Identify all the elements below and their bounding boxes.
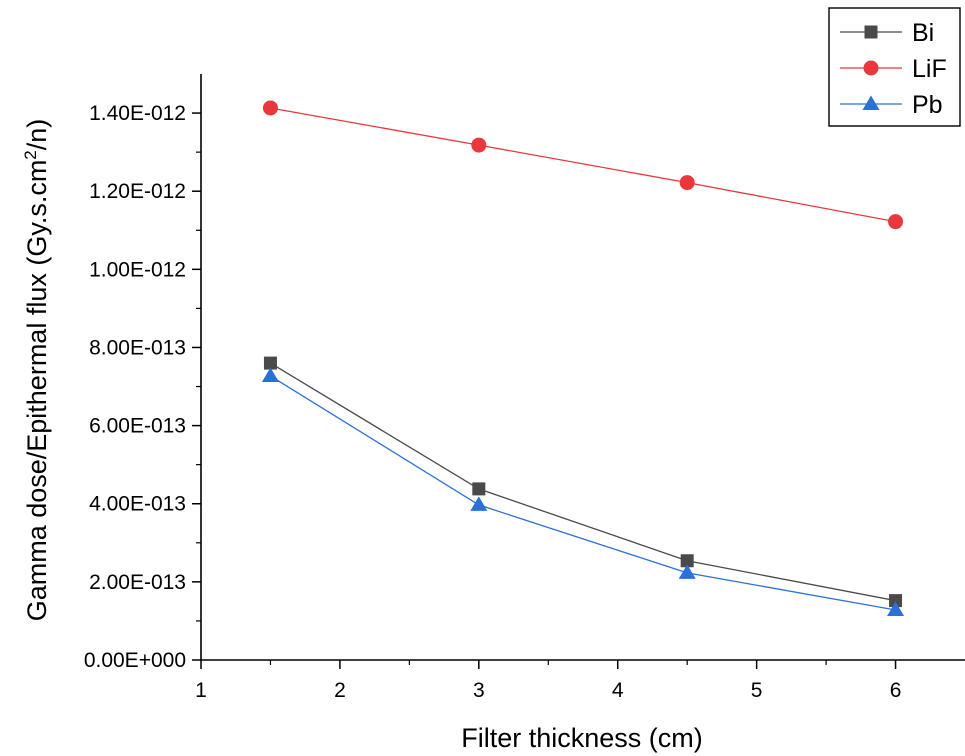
data-point-pb — [470, 496, 488, 511]
legend-label-bi: Bi — [912, 19, 934, 47]
data-point-bi — [472, 482, 486, 496]
data-point-pb — [678, 564, 696, 579]
y-axis-title-tail: /n) — [22, 119, 52, 151]
series-line-pb — [270, 375, 896, 611]
y-tick-label: 6.00E-013 — [89, 415, 186, 438]
legend-marker-pb — [862, 95, 880, 110]
x-tick-label: 2 — [334, 679, 346, 702]
x-axis-title: Filter thickness (cm) — [461, 723, 703, 753]
x-tick-label: 5 — [751, 679, 763, 702]
legend-label-pb: Pb — [912, 91, 943, 119]
legend-marker-lif — [863, 60, 879, 76]
series-line-lif — [270, 107, 896, 223]
data-point-lif — [262, 100, 278, 116]
y-tick-label: 1.00E-012 — [89, 258, 186, 281]
y-tick-label: 1.40E-012 — [89, 102, 186, 125]
series-bi — [263, 356, 903, 608]
series-line-bi — [270, 362, 896, 602]
x-tick-label: 3 — [473, 679, 485, 702]
y-axis-title: Gamma dose/Epithermal flux (Gy.s.cm2/n) — [21, 119, 52, 622]
legend-marker-bi — [864, 25, 878, 39]
series-layer — [261, 100, 905, 616]
y-tick-label: 2.00E-013 — [89, 571, 186, 594]
legend-label-lif: LiF — [912, 55, 947, 83]
data-point-bi — [889, 594, 903, 608]
legend-box — [828, 7, 961, 127]
series-lif — [262, 100, 904, 230]
data-point-pb — [887, 601, 905, 616]
x-tick-label: 1 — [195, 679, 207, 702]
x-tick-label: 6 — [890, 679, 902, 702]
x-tick-label: 4 — [612, 679, 624, 702]
data-point-bi — [680, 554, 694, 568]
data-point-lif — [888, 214, 904, 230]
y-tick-label: 1.20E-012 — [89, 180, 186, 203]
data-point-lif — [471, 137, 487, 153]
y-tick-label: 4.00E-013 — [89, 493, 186, 516]
y-tick-label: 8.00E-013 — [89, 336, 186, 359]
legend: Bi LiF Pb — [828, 7, 961, 127]
y-axis-title-sup: 2 — [21, 150, 40, 159]
y-tick-label: 0.00E+000 — [84, 649, 186, 672]
series-pb — [261, 367, 905, 616]
axes: 1 2 3 4 5 6 0.00E+000 2.00E-013 4.00E-013 6.00E-0… — [84, 74, 965, 702]
data-point-bi — [263, 356, 277, 370]
data-point-pb — [261, 367, 279, 382]
data-point-lif — [679, 175, 695, 191]
y-axis-title-main: Gamma dose/Epithermal flux (Gy.s.cm — [22, 160, 52, 622]
